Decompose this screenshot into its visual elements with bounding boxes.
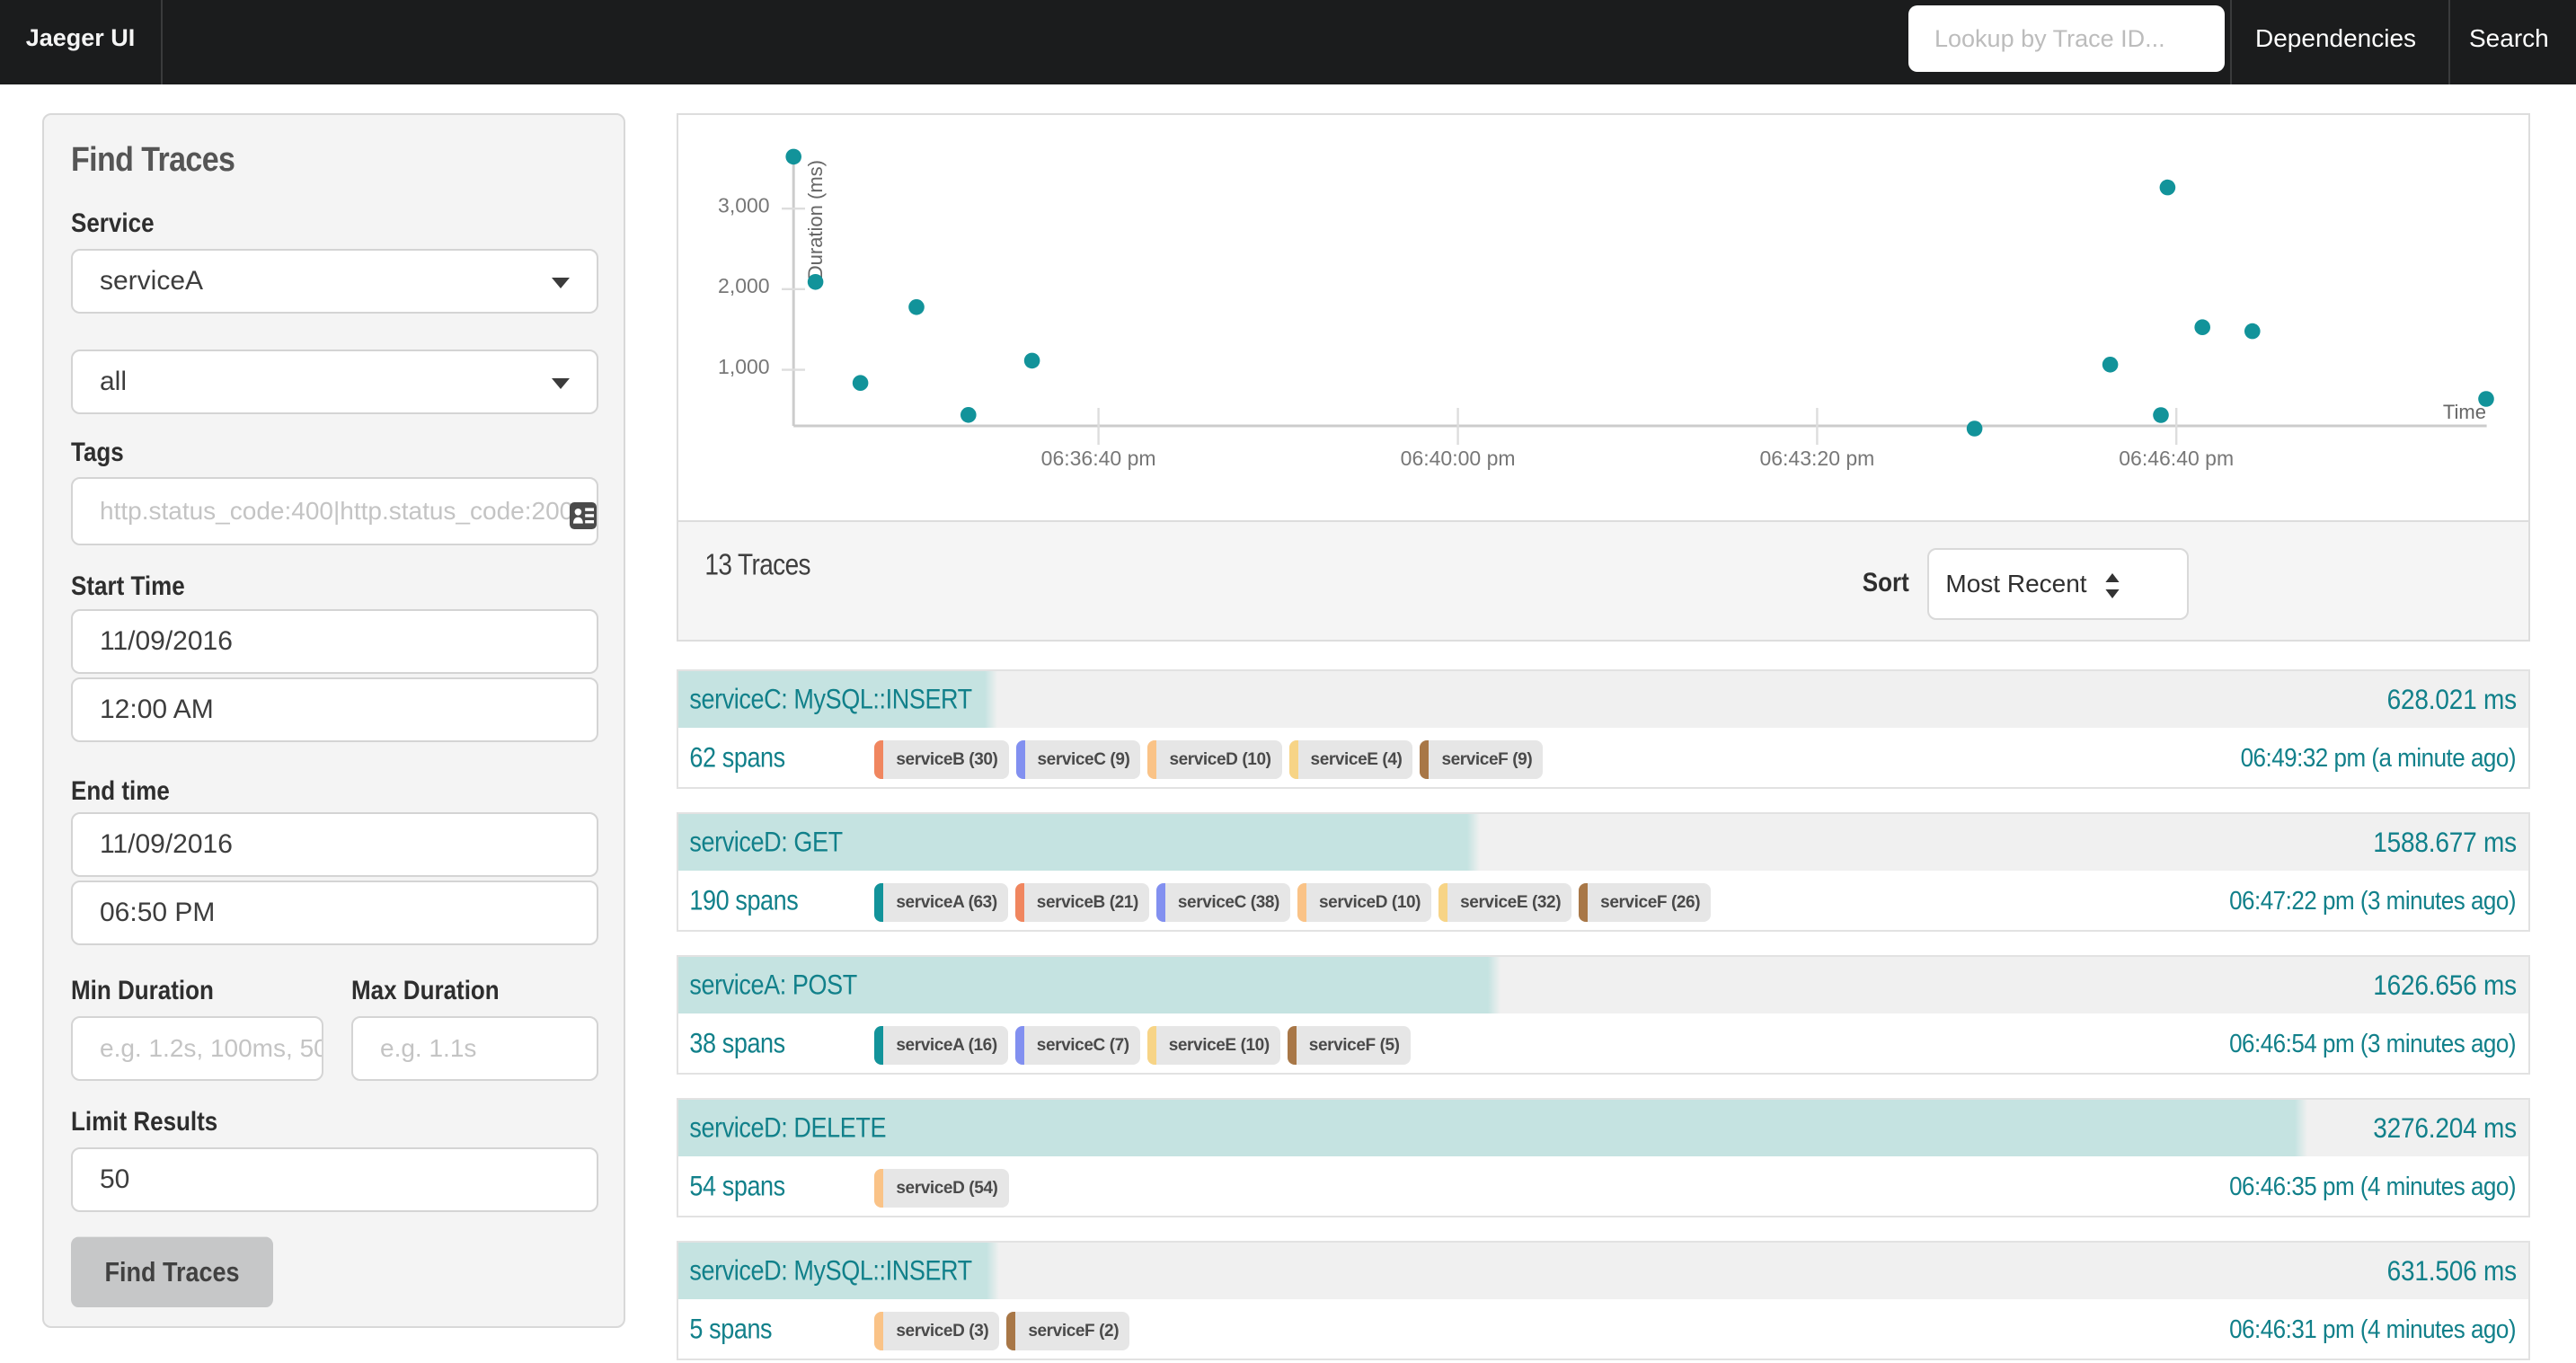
svg-text:06:43:20 pm: 06:43:20 pm bbox=[1760, 447, 1875, 470]
svg-text:3,000: 3,000 bbox=[718, 194, 770, 217]
svg-text:Duration (ms): Duration (ms) bbox=[804, 160, 827, 279]
svg-text:2,000: 2,000 bbox=[718, 274, 770, 297]
svg-text:1,000: 1,000 bbox=[718, 355, 770, 378]
svg-text:06:36:40 pm: 06:36:40 pm bbox=[1041, 447, 1156, 470]
svg-text:06:40:00 pm: 06:40:00 pm bbox=[1401, 447, 1516, 470]
svg-text:Time: Time bbox=[2443, 401, 2486, 423]
svg-text:06:46:40 pm: 06:46:40 pm bbox=[2120, 447, 2235, 470]
